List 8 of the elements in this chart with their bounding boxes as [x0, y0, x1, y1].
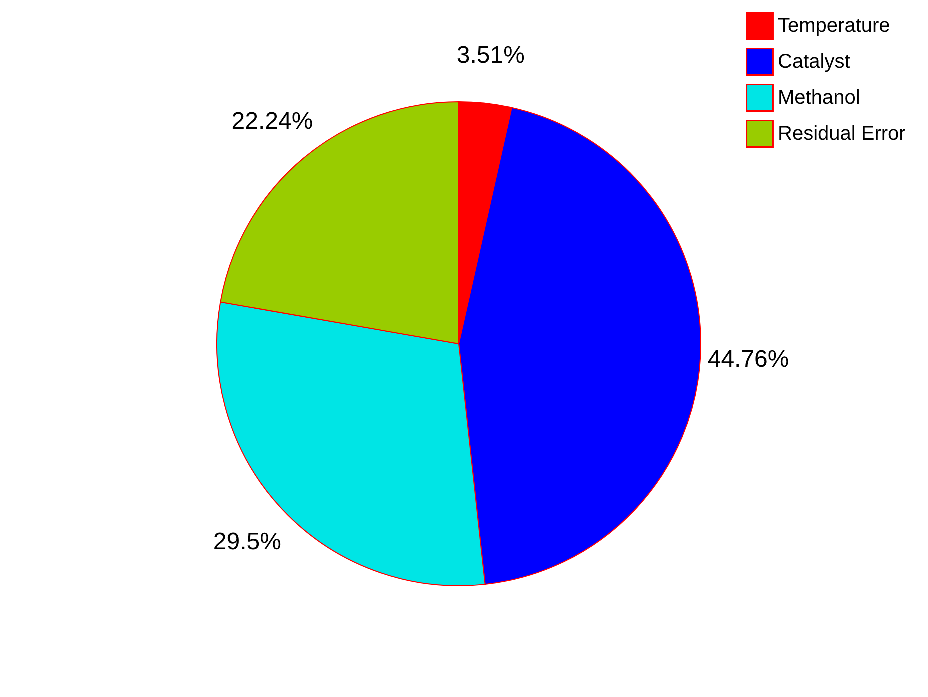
legend-label: Methanol [778, 87, 860, 109]
data-label: 44.76% [708, 346, 790, 374]
data-label: 3.51% [456, 42, 525, 69]
legend-label: Residual Error [778, 123, 906, 145]
legend-label: Temperature [778, 15, 890, 37]
data-label: 22.24% [232, 108, 314, 135]
data-label: 29.5% [213, 528, 282, 556]
legend-label: Catalyst [778, 51, 851, 73]
